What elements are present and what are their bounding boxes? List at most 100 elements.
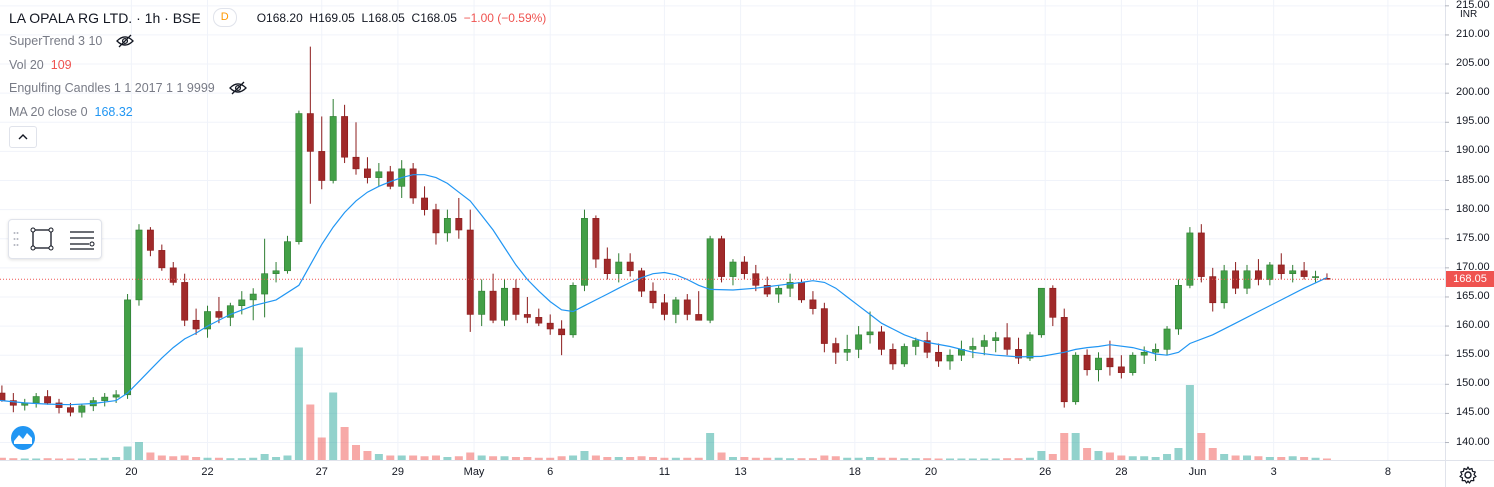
candle-body bbox=[386, 171, 394, 187]
volume-bar bbox=[843, 457, 852, 460]
candle bbox=[855, 326, 863, 359]
candle-body bbox=[1140, 351, 1148, 356]
volume-bar bbox=[1311, 457, 1320, 460]
candle bbox=[1232, 262, 1240, 295]
candle bbox=[1095, 352, 1102, 382]
time-tick-label: 11 bbox=[658, 466, 671, 478]
candle-body bbox=[1106, 357, 1114, 368]
volume-bar bbox=[569, 455, 578, 460]
volume-bar bbox=[1128, 456, 1137, 460]
candle bbox=[1117, 355, 1125, 379]
volume-bar bbox=[317, 437, 326, 460]
eye-crossed-icon[interactable] bbox=[228, 81, 247, 95]
candle bbox=[1243, 264, 1251, 295]
candle bbox=[546, 314, 554, 335]
price-tick-label: 140.00 bbox=[1456, 435, 1490, 448]
candle-body bbox=[0, 392, 6, 401]
candle bbox=[1003, 323, 1011, 356]
candle bbox=[683, 294, 691, 321]
grid-lines bbox=[0, 0, 1445, 460]
candle-body bbox=[375, 171, 383, 178]
candle bbox=[900, 343, 908, 367]
candle-body bbox=[249, 293, 257, 301]
candle bbox=[649, 282, 657, 309]
indicator-engulfing[interactable]: Engulfing Candles 1 1 2017 1 1 9999 bbox=[9, 77, 546, 101]
volume-bar bbox=[740, 457, 749, 460]
collapse-legend-button[interactable] bbox=[9, 125, 37, 148]
rectangle-tool-icon[interactable] bbox=[27, 224, 57, 254]
volume-bar bbox=[1014, 458, 1023, 460]
candle-body bbox=[1243, 270, 1251, 289]
delayed-data-badge[interactable]: D bbox=[212, 8, 237, 28]
candle-body bbox=[1197, 232, 1205, 277]
line-style-tool-icon[interactable] bbox=[67, 224, 97, 254]
chevron-up-icon bbox=[18, 134, 28, 140]
eye-crossed-icon[interactable] bbox=[116, 34, 135, 48]
candle-body bbox=[1277, 264, 1285, 274]
indicator-ma[interactable]: MA 20 close 0 168.32 bbox=[9, 100, 546, 124]
indicator-volume[interactable]: Vol 20 109 bbox=[9, 53, 546, 77]
candle bbox=[501, 279, 508, 327]
candle-body bbox=[1095, 357, 1102, 371]
indicator-supertrend[interactable]: SuperTrend 3 10 bbox=[9, 30, 546, 54]
high-value: H169.05 bbox=[309, 10, 355, 25]
time-tick-label: May bbox=[463, 466, 485, 478]
volume-bars bbox=[0, 347, 1331, 460]
candle bbox=[592, 215, 600, 268]
price-axis-ticks bbox=[1445, 5, 1449, 444]
candle-body bbox=[1152, 349, 1160, 353]
interval-label[interactable]: 1h bbox=[144, 9, 161, 26]
floating-drawing-toolbar[interactable] bbox=[8, 219, 102, 259]
volume-bar bbox=[112, 457, 121, 460]
indicator-value: 109 bbox=[50, 57, 72, 72]
candle bbox=[421, 186, 428, 216]
candle bbox=[466, 209, 474, 332]
volume-bar bbox=[477, 455, 486, 460]
candle-body bbox=[626, 261, 634, 272]
volume-bar bbox=[637, 456, 646, 460]
volume-bar bbox=[180, 455, 189, 460]
volume-bar bbox=[1071, 433, 1080, 460]
candle-body bbox=[729, 261, 737, 277]
volume-bar bbox=[808, 458, 817, 460]
candle bbox=[638, 267, 646, 297]
time-tick-label: 20 bbox=[125, 466, 138, 478]
time-tick-label: 29 bbox=[391, 466, 405, 478]
gear-icon[interactable] bbox=[1458, 465, 1478, 485]
symbol-header: LA OPALA RG LTD. · 1h · BSE D O168.20 H1… bbox=[9, 6, 546, 30]
time-tick-label: 22 bbox=[201, 466, 214, 478]
candle-body bbox=[1117, 366, 1125, 373]
volume-bar bbox=[946, 458, 955, 460]
candle-body bbox=[67, 407, 74, 413]
candle-body bbox=[204, 311, 211, 330]
symbol-name[interactable]: LA OPALA RG LTD. bbox=[9, 9, 133, 26]
candle-body bbox=[1300, 270, 1308, 277]
candle bbox=[660, 294, 668, 321]
tradingview-logo-icon[interactable] bbox=[8, 425, 38, 451]
candle bbox=[0, 385, 6, 402]
volume-bar bbox=[923, 458, 932, 460]
price-tick-label: 160.00 bbox=[1456, 319, 1490, 332]
drag-handle-icon[interactable] bbox=[13, 230, 19, 248]
candle bbox=[1015, 337, 1022, 364]
time-tick-label: Jun bbox=[1188, 466, 1207, 478]
candle-body bbox=[9, 400, 17, 406]
candle bbox=[443, 209, 451, 242]
candle-body bbox=[683, 299, 691, 315]
candle-body bbox=[512, 287, 520, 315]
volume-bar bbox=[134, 442, 143, 460]
open-value: O168.20 bbox=[256, 10, 303, 25]
volume-bar bbox=[1037, 451, 1046, 460]
candle-body bbox=[775, 287, 783, 295]
candle bbox=[752, 264, 760, 292]
candle-body bbox=[181, 282, 189, 321]
price-tick-label: 210.00 bbox=[1456, 27, 1490, 40]
volume-bar bbox=[614, 457, 623, 460]
candle-body bbox=[352, 156, 360, 170]
volume-bar bbox=[352, 445, 361, 460]
candle-body bbox=[1220, 270, 1228, 304]
candle bbox=[1163, 326, 1171, 356]
candle bbox=[957, 340, 965, 362]
candle-body bbox=[1026, 334, 1034, 359]
